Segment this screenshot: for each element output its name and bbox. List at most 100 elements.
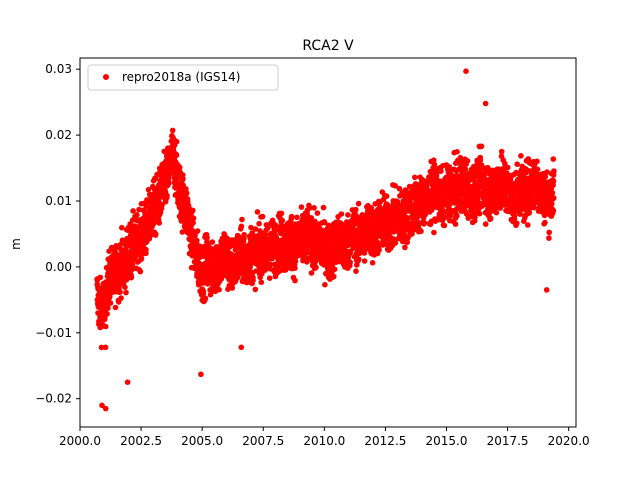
data-point <box>204 234 210 241</box>
data-point <box>247 264 253 270</box>
data-point <box>239 216 245 223</box>
data-point <box>526 210 532 216</box>
data-point <box>546 229 552 236</box>
x-tick-label: 2020.0 <box>548 434 590 448</box>
data-point <box>446 202 453 208</box>
data-point <box>292 277 298 284</box>
data-point <box>124 379 131 386</box>
data-point <box>482 221 489 227</box>
x-tick-label: 2002.5 <box>120 434 162 448</box>
data-point <box>145 186 152 193</box>
data-point <box>173 138 180 145</box>
data-point <box>265 225 271 231</box>
data-point <box>102 405 109 412</box>
data-point <box>525 222 531 228</box>
data-point <box>198 371 204 378</box>
data-point <box>241 231 247 238</box>
x-tick-label: 2012.5 <box>364 434 406 448</box>
data-point <box>190 215 197 221</box>
data-point <box>130 208 136 214</box>
y-axis-label: m <box>9 238 23 250</box>
data-point <box>376 246 382 253</box>
data-point <box>156 220 162 226</box>
data-point <box>478 143 485 150</box>
data-point <box>355 200 362 207</box>
data-point <box>253 268 259 274</box>
data-point <box>320 204 327 211</box>
data-point <box>152 231 159 237</box>
data-point <box>136 206 142 213</box>
data-point <box>534 166 541 173</box>
data-point <box>279 217 286 224</box>
data-point <box>254 209 261 215</box>
data-point <box>252 226 259 232</box>
data-point <box>498 148 505 155</box>
data-point <box>311 205 317 211</box>
legend: repro2018a (IGS14) <box>87 64 279 91</box>
data-point <box>200 288 207 295</box>
data-point <box>504 164 511 171</box>
data-point <box>476 210 483 217</box>
data-point <box>252 286 259 293</box>
data-point <box>534 158 540 165</box>
x-tick-label: 2005.0 <box>181 434 223 448</box>
data-point <box>138 255 145 261</box>
data-point <box>542 219 548 226</box>
data-points <box>94 68 557 412</box>
data-point <box>288 213 295 220</box>
data-point <box>514 220 520 227</box>
x-tick-label: 2017.5 <box>487 434 529 448</box>
data-point <box>104 311 110 317</box>
data-point <box>292 265 298 271</box>
data-point <box>353 268 359 275</box>
y-tick-label: 0.02 <box>45 128 72 142</box>
data-point <box>102 323 109 330</box>
data-point <box>194 237 200 244</box>
data-point <box>194 228 201 234</box>
data-point <box>517 211 523 217</box>
data-point <box>218 276 225 282</box>
data-point <box>306 204 313 211</box>
data-point <box>514 161 520 167</box>
y-tick-label: 0.03 <box>45 62 72 76</box>
data-point <box>543 287 550 293</box>
data-point <box>356 256 362 263</box>
data-point <box>256 220 262 227</box>
data-point <box>308 270 315 276</box>
data-point <box>229 285 236 291</box>
data-point <box>331 266 338 273</box>
data-point <box>190 220 196 226</box>
data-point <box>97 274 104 281</box>
legend-label: repro2018a (IGS14) <box>122 70 240 84</box>
data-point <box>117 289 123 295</box>
data-point <box>482 100 489 107</box>
data-point <box>266 275 273 282</box>
chart-title: RCA2 V <box>302 38 354 54</box>
data-point <box>454 213 460 219</box>
x-tick-label: 2007.5 <box>242 434 284 448</box>
data-point <box>166 180 172 186</box>
data-point <box>551 195 557 201</box>
data-point <box>238 344 245 351</box>
y-tick-label: 0.01 <box>45 194 72 208</box>
data-point <box>518 153 524 159</box>
data-point <box>173 152 180 158</box>
data-point <box>487 216 494 222</box>
data-point <box>402 244 408 251</box>
data-point <box>128 273 135 280</box>
data-point <box>431 229 437 236</box>
data-point <box>531 204 537 211</box>
data-point <box>441 222 448 229</box>
data-point <box>190 207 196 214</box>
data-point <box>292 258 299 265</box>
data-point <box>551 168 557 174</box>
data-point <box>119 224 125 231</box>
data-point <box>262 267 268 274</box>
data-point <box>298 204 305 210</box>
data-point <box>176 164 183 171</box>
data-point <box>454 149 460 155</box>
data-point <box>209 239 216 245</box>
legend-marker <box>103 74 109 80</box>
data-point <box>294 214 300 221</box>
